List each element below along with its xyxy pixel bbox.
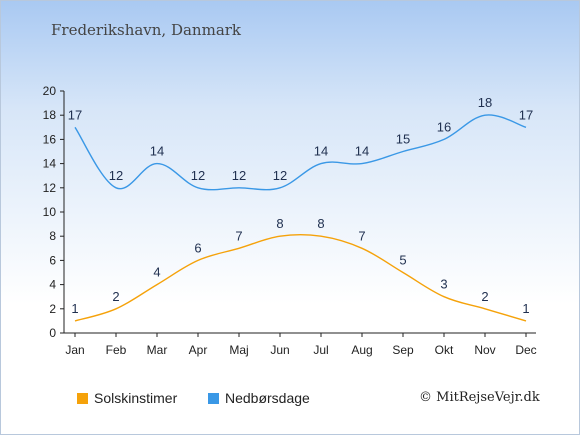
data-label-precipitation: 14: [150, 144, 164, 159]
data-label-sunshine: 8: [317, 216, 324, 231]
y-tick-label: 20: [43, 84, 57, 98]
y-tick-label: 4: [49, 278, 56, 292]
x-tick-label: Jun: [270, 343, 289, 357]
data-label-precipitation: 16: [437, 119, 451, 134]
x-tick-label: Sep: [392, 343, 414, 357]
chart-title: Frederikshavn, Danmark: [51, 21, 242, 39]
data-label-precipitation: 17: [519, 107, 533, 122]
x-tick-label: Okt: [435, 343, 454, 357]
x-tick-label: Aug: [351, 343, 372, 357]
data-label-sunshine: 3: [440, 277, 447, 292]
y-tick-label: 18: [43, 108, 57, 122]
data-label-precipitation: 17: [68, 107, 82, 122]
data-label-precipitation: 12: [273, 168, 287, 183]
legend-swatch-precipitation: [208, 392, 219, 404]
data-label-precipitation: 14: [355, 144, 369, 159]
data-label-sunshine: 4: [153, 265, 160, 280]
x-tick-label: Maj: [229, 343, 248, 357]
data-label-sunshine: 6: [194, 240, 201, 255]
credit-text: © MitRejseVejr.dk: [419, 390, 540, 405]
x-tick-label: Jan: [65, 343, 84, 357]
y-tick-label: 8: [49, 229, 56, 243]
data-label-sunshine: 8: [276, 216, 283, 231]
x-tick-label: Jul: [313, 343, 328, 357]
legend-label-sunshine: Solskinstimer: [94, 390, 178, 406]
x-tick-label: Mar: [147, 343, 168, 357]
data-label-sunshine: 2: [481, 289, 488, 304]
y-tick-label: 10: [43, 205, 57, 219]
y-tick-label: 12: [43, 181, 57, 195]
data-label-sunshine: 7: [358, 228, 365, 243]
y-tick-label: 6: [49, 253, 56, 267]
x-tick-label: Feb: [106, 343, 127, 357]
y-tick-label: 14: [43, 157, 57, 171]
legend-swatch-sunshine: [77, 392, 88, 404]
data-label-precipitation: 14: [314, 144, 328, 159]
data-label-precipitation: 12: [232, 168, 246, 183]
data-label-sunshine: 5: [399, 253, 406, 268]
data-label-precipitation: 15: [396, 132, 410, 147]
legend-label-precipitation: Nedbørsdage: [225, 390, 310, 406]
data-label-precipitation: 12: [191, 168, 205, 183]
legend-item-precipitation: Nedbørsdage: [208, 390, 310, 406]
data-label-sunshine: 2: [112, 289, 119, 304]
data-label-sunshine: 1: [522, 301, 529, 316]
x-tick-label: Apr: [189, 343, 208, 357]
data-label-precipitation: 12: [109, 168, 123, 183]
x-tick-label: Dec: [515, 343, 536, 357]
x-tick-label: Nov: [474, 343, 495, 357]
data-label-sunshine: 7: [235, 228, 242, 243]
series-line-precipitation: [74, 114, 527, 191]
data-label-precipitation: 18: [478, 95, 492, 110]
y-tick-label: 16: [43, 132, 57, 146]
series-line-sunshine: [74, 233, 527, 322]
legend-item-sunshine: Solskinstimer: [77, 390, 177, 406]
data-label-sunshine: 1: [71, 301, 78, 316]
y-tick-label: 0: [49, 326, 56, 340]
y-tick-label: 2: [49, 302, 56, 316]
